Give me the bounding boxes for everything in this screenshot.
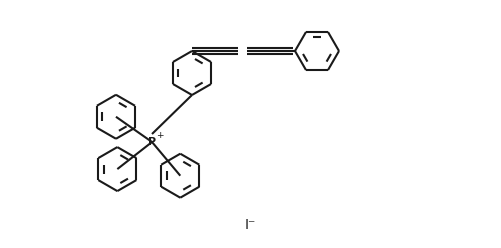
Text: +: + [156, 131, 163, 141]
Text: I⁻: I⁻ [244, 218, 255, 232]
Text: P: P [148, 137, 156, 147]
